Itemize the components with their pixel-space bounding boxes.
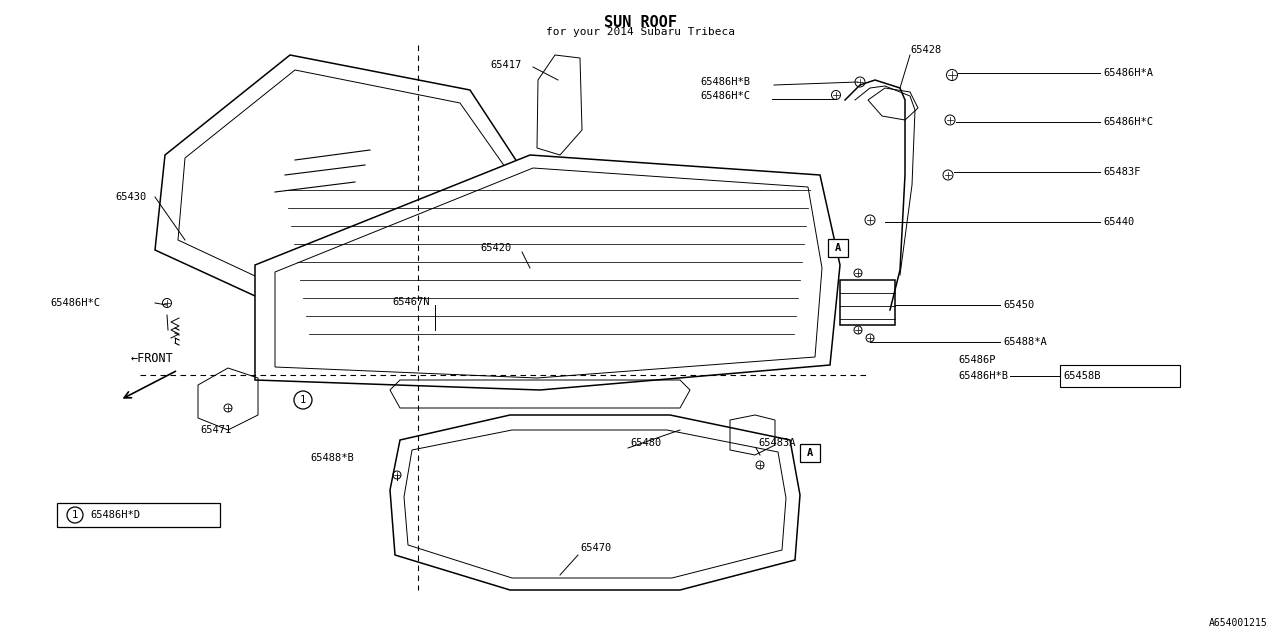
Text: 65480: 65480 [630,438,662,448]
Text: 65417: 65417 [490,60,521,70]
Bar [1060,365,1180,387]
Text: 65486H*B: 65486H*B [700,77,750,87]
Text: 65470: 65470 [580,543,612,553]
Text: A654001215: A654001215 [1210,618,1268,628]
Bar [840,280,895,325]
Text: 65488*A: 65488*A [1004,337,1047,347]
Text: 65486H*C: 65486H*C [700,91,750,101]
Text: 1: 1 [72,510,78,520]
Text: 65420: 65420 [480,243,511,253]
Text: 65440: 65440 [1103,217,1134,227]
Text: SUN ROOF: SUN ROOF [603,15,677,30]
Polygon shape [255,155,840,390]
Text: 65471: 65471 [200,425,232,435]
Text: for your 2014 Subaru Tribeca: for your 2014 Subaru Tribeca [545,27,735,37]
Bar [800,444,820,462]
Text: 65483A: 65483A [758,438,795,448]
Text: 65486H*C: 65486H*C [1103,117,1153,127]
Text: A: A [835,243,841,253]
Polygon shape [390,415,800,590]
Text: ←FRONT: ←FRONT [131,351,173,365]
Text: 65458B: 65458B [1062,371,1101,381]
Bar [58,503,220,527]
Text: 65486H*B: 65486H*B [957,371,1009,381]
Text: 65483F: 65483F [1103,167,1140,177]
Text: 65486H*A: 65486H*A [1103,68,1153,78]
Text: 65488*B: 65488*B [310,453,353,463]
Text: 1: 1 [300,395,306,405]
Text: 65467N: 65467N [392,297,430,307]
Text: 65486H*C: 65486H*C [50,298,100,308]
Text: 65450: 65450 [1004,300,1034,310]
Bar [828,239,849,257]
Text: 65428: 65428 [910,45,941,55]
Text: 65486H*D: 65486H*D [90,510,140,520]
Text: 65430: 65430 [115,192,146,202]
Text: 65486P: 65486P [957,355,996,365]
Text: A: A [806,448,813,458]
